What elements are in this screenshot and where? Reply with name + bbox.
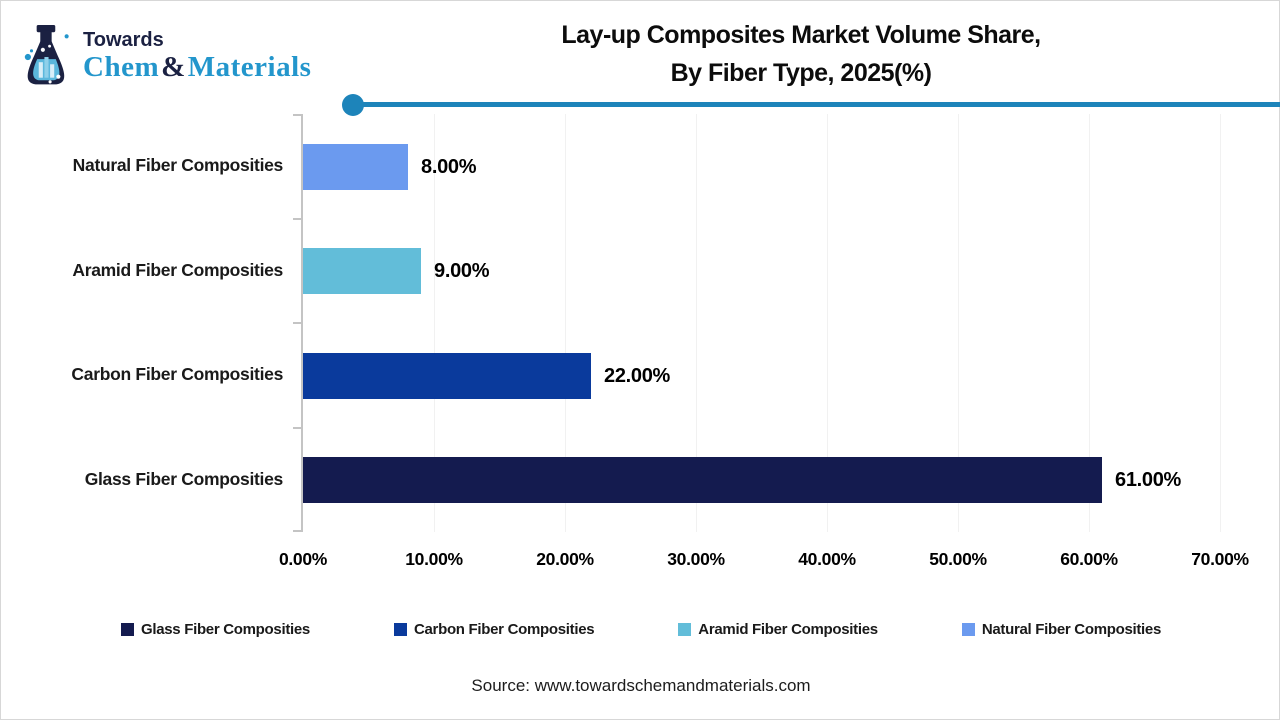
x-tick-40: 40.00% [798,549,856,569]
x-tick-0: 0.00% [278,549,328,569]
gridline [1089,114,1090,532]
chart-title: Lay-up Composites Market Volume Share, B… [431,16,1171,92]
bar-glass-fiber [303,457,1102,503]
x-tick-50: 50.00% [929,549,987,569]
brand-main-label: Chem&Materials [83,51,312,83]
chart-legend: Glass Fiber Composities Carbon Fiber Com… [1,621,1280,638]
title-accent-rule [353,102,1280,107]
legend-item-carbon: Carbon Fiber Composities [393,621,595,638]
brand-ampersand: & [161,51,186,83]
bar-row-aramid: 9.00% [303,248,490,294]
chart-title-line2: By Fiber Type, 2025(%) [670,59,932,87]
y-axis-tick [293,322,301,324]
brand-top-label: Towards [83,29,164,51]
legend-swatch-carbon [393,623,407,636]
bar-value-carbon: 22.00% [604,364,671,387]
legend-label-carbon: Carbon Fiber Composities [413,621,595,638]
legend-swatch-glass [120,623,134,636]
legend-label-glass: Glass Fiber Composities [140,621,310,638]
bar-row-glass: 61.00% [303,457,1181,503]
gridline [696,114,697,532]
bar-row-natural: 8.00% [303,144,477,190]
chart-title-line1: Lay-up Composites Market Volume Share, [561,21,1041,49]
legend-swatch-aramid [678,623,692,636]
bar-row-carbon: 22.00% [303,353,670,399]
bar-value-natural: 8.00% [421,155,477,178]
x-tick-30: 30.00% [667,549,725,569]
y-axis-tick [293,114,301,116]
gridline [434,114,435,532]
brand-text: Towards Chem&Materials [83,25,311,83]
legend-item-glass: Glass Fiber Composities [120,621,310,638]
brand-logo: Towards Chem&Materials [19,25,311,87]
bar-value-glass: 61.00% [1115,468,1182,491]
legend-label-aramid: Aramid Fiber Composities [698,621,878,638]
legend-item-aramid: Aramid Fiber Composities [678,621,878,638]
y-axis-tick [293,427,301,429]
gridline [565,114,566,532]
category-label-natural: Natural Fiber Composities [72,155,284,175]
bar-carbon-fiber [303,353,591,399]
category-label-glass: Glass Fiber Composities [84,469,284,489]
y-axis-tick [293,530,301,532]
bar-aramid-fiber [303,248,421,294]
bar-natural-fiber [303,144,408,190]
gridline [958,114,959,532]
x-tick-20: 20.00% [536,549,594,569]
y-axis-tick [293,218,301,220]
title-accent-dot [342,94,364,116]
legend-item-natural: Natural Fiber Composities [961,621,1162,638]
flask-icon [24,25,69,85]
x-tick-70: 70.00% [1191,549,1249,569]
legend-label-natural: Natural Fiber Composities [981,621,1162,638]
gridline [1220,114,1221,532]
plot-area: Natural Fiber Composities Aramid Fiber C… [1,114,1280,532]
category-label-carbon: Carbon Fiber Composities [71,364,283,384]
x-tick-60: 60.00% [1060,549,1118,569]
legend-swatch-natural [961,623,975,636]
x-tick-10: 10.00% [405,549,463,569]
source-attribution: Source: www.towardschemandmaterials.com [471,676,811,695]
gridline [827,114,828,532]
bar-value-aramid: 9.00% [434,259,490,282]
category-label-aramid: Aramid Fiber Composities [72,260,283,280]
y-axis-line [301,114,303,532]
